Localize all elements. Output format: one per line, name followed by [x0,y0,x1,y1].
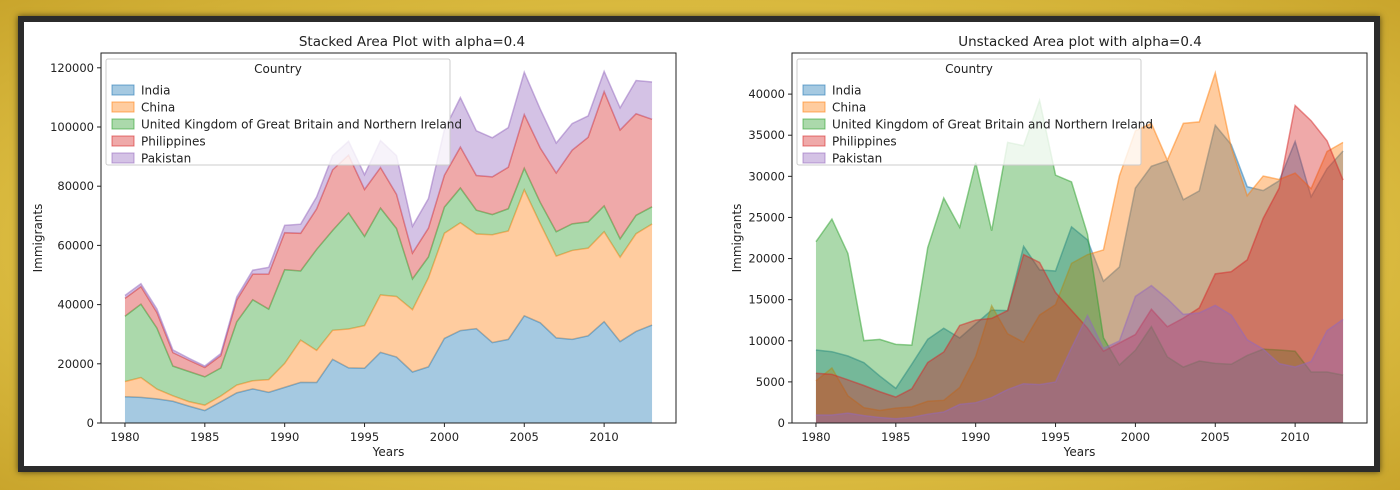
area-edge-line [815,69,1344,412]
legend-swatch [111,101,135,113]
y-tick-label: 80000 [57,179,94,193]
x-tick-label: 1995 [350,430,379,444]
area-india [815,125,1344,424]
area-philippines [815,105,1344,423]
area-layer [815,69,1344,424]
x-tick-label: 2010 [1280,430,1309,444]
legend-label: China [141,101,175,115]
legend-title: Country [945,62,993,76]
axes-frame [100,52,677,424]
legend-title: Country [254,62,302,76]
y-tick-label: 100000 [50,120,94,134]
y-tick-label: 30000 [748,169,785,183]
x-axis-ticks: 1980 1985 1990 1995 2000 2005 2010 [801,423,1310,444]
legend: Country India China United Kingdom of Grea… [796,58,1153,166]
y-tick-label: 60000 [57,238,94,252]
legend-box [796,58,1142,166]
x-tick-label: 2005 [510,430,539,444]
legend-swatch [802,84,826,96]
legend-label: United Kingdom of Great Britain and Nort… [832,118,1153,132]
legend-items: India China United Kingdom of Great Britai… [802,84,1153,166]
legend-label: Philippines [141,135,206,149]
x-tick-label: 1995 [1041,430,1070,444]
area-edge-line [815,123,1344,390]
y-tick-label: 0 [87,416,94,430]
legend-swatch [111,135,135,147]
y-axis-ticks: 0 5000 10000 15000 20000 25000 30000 35000 40000 [748,87,792,430]
area-edge-line [124,166,653,378]
area-china [124,189,653,411]
figure-canvas: Stacked Area Plot with alpha=0.4 1980 198… [24,22,1374,466]
legend-label: India [141,84,170,98]
legend-swatch [802,101,826,113]
legend-label: Philippines [832,135,897,149]
x-axis-ticks: 1980 1985 1990 1995 2000 2005 2010 [110,423,619,444]
area-united-kingdom-of-great-britain-and-northern-ireland [124,168,653,406]
legend-swatch [111,118,135,130]
y-tick-label: 15000 [748,293,785,307]
x-tick-label: 1985 [881,430,910,444]
area-pakistan [815,285,1344,423]
y-tick-label: 25000 [748,210,785,224]
unstacked-area-plot: Unstacked Area plot with alpha=0.4 1980 1… [730,34,1368,459]
area-philippines [124,91,653,377]
area-edge-line [124,314,653,412]
legend-swatch [802,135,826,147]
y-tick-label: 20000 [748,252,785,266]
legend-swatch [802,118,826,130]
x-tick-label: 1980 [110,430,139,444]
x-tick-label: 1980 [801,430,830,444]
legend-box [105,58,451,166]
legend-swatch [111,152,135,164]
area-layer [124,69,653,423]
area-edge-line [815,103,1344,398]
legend-label: United Kingdom of Great Britain and Nort… [141,118,462,132]
plot-title: Unstacked Area plot with alpha=0.4 [958,34,1202,50]
screenshot-frame: Stacked Area Plot with alpha=0.4 1980 198… [18,16,1380,472]
legend-label: Pakistan [832,152,882,166]
legend-items: India China United Kingdom of Great Britai… [111,84,462,166]
legend-swatch [111,84,135,96]
x-tick-label: 2000 [430,430,459,444]
axes-frame [791,52,1368,424]
y-axis-label: Immigrants [730,204,744,273]
y-tick-label: 35000 [748,128,785,142]
x-tick-label: 2005 [1201,430,1230,444]
figure-svg: Stacked Area Plot with alpha=0.4 1980 198… [31,34,1368,459]
y-axis-ticks: 0 20000 40000 60000 80000 100000 120000 [50,61,101,430]
legend-swatch [802,152,826,164]
x-tick-label: 1990 [270,430,299,444]
area-edge-line [815,97,1344,376]
stacked-area-plot: Stacked Area Plot with alpha=0.4 1980 198… [31,34,677,459]
area-edge-line [124,89,653,369]
x-tick-label: 2000 [1121,430,1150,444]
legend-label: China [832,101,866,115]
y-tick-label: 5000 [756,375,785,389]
area-edge-line [815,284,1344,420]
x-axis-label: Years [372,445,405,459]
x-axis-label: Years [1063,445,1096,459]
area-united-kingdom-of-great-britain-and-northern-ireland [815,100,1344,424]
area-edge-line [124,187,653,406]
y-tick-label: 10000 [748,334,785,348]
plot-title: Stacked Area Plot with alpha=0.4 [299,34,525,50]
x-tick-label: 1990 [961,430,990,444]
y-axis-label: Immigrants [31,204,45,273]
y-tick-label: 40000 [57,298,94,312]
legend-label: India [832,84,861,98]
legend-label: Pakistan [141,152,191,166]
y-tick-label: 120000 [50,61,94,75]
x-tick-label: 2010 [589,430,618,444]
y-tick-label: 20000 [57,357,94,371]
legend: Country India China United Kingdom of Grea… [105,58,462,166]
area-china [815,72,1344,424]
area-india [124,315,653,423]
x-tick-label: 1985 [190,430,219,444]
y-tick-label: 0 [778,416,785,430]
area-pakistan [124,71,653,368]
y-tick-label: 40000 [748,87,785,101]
